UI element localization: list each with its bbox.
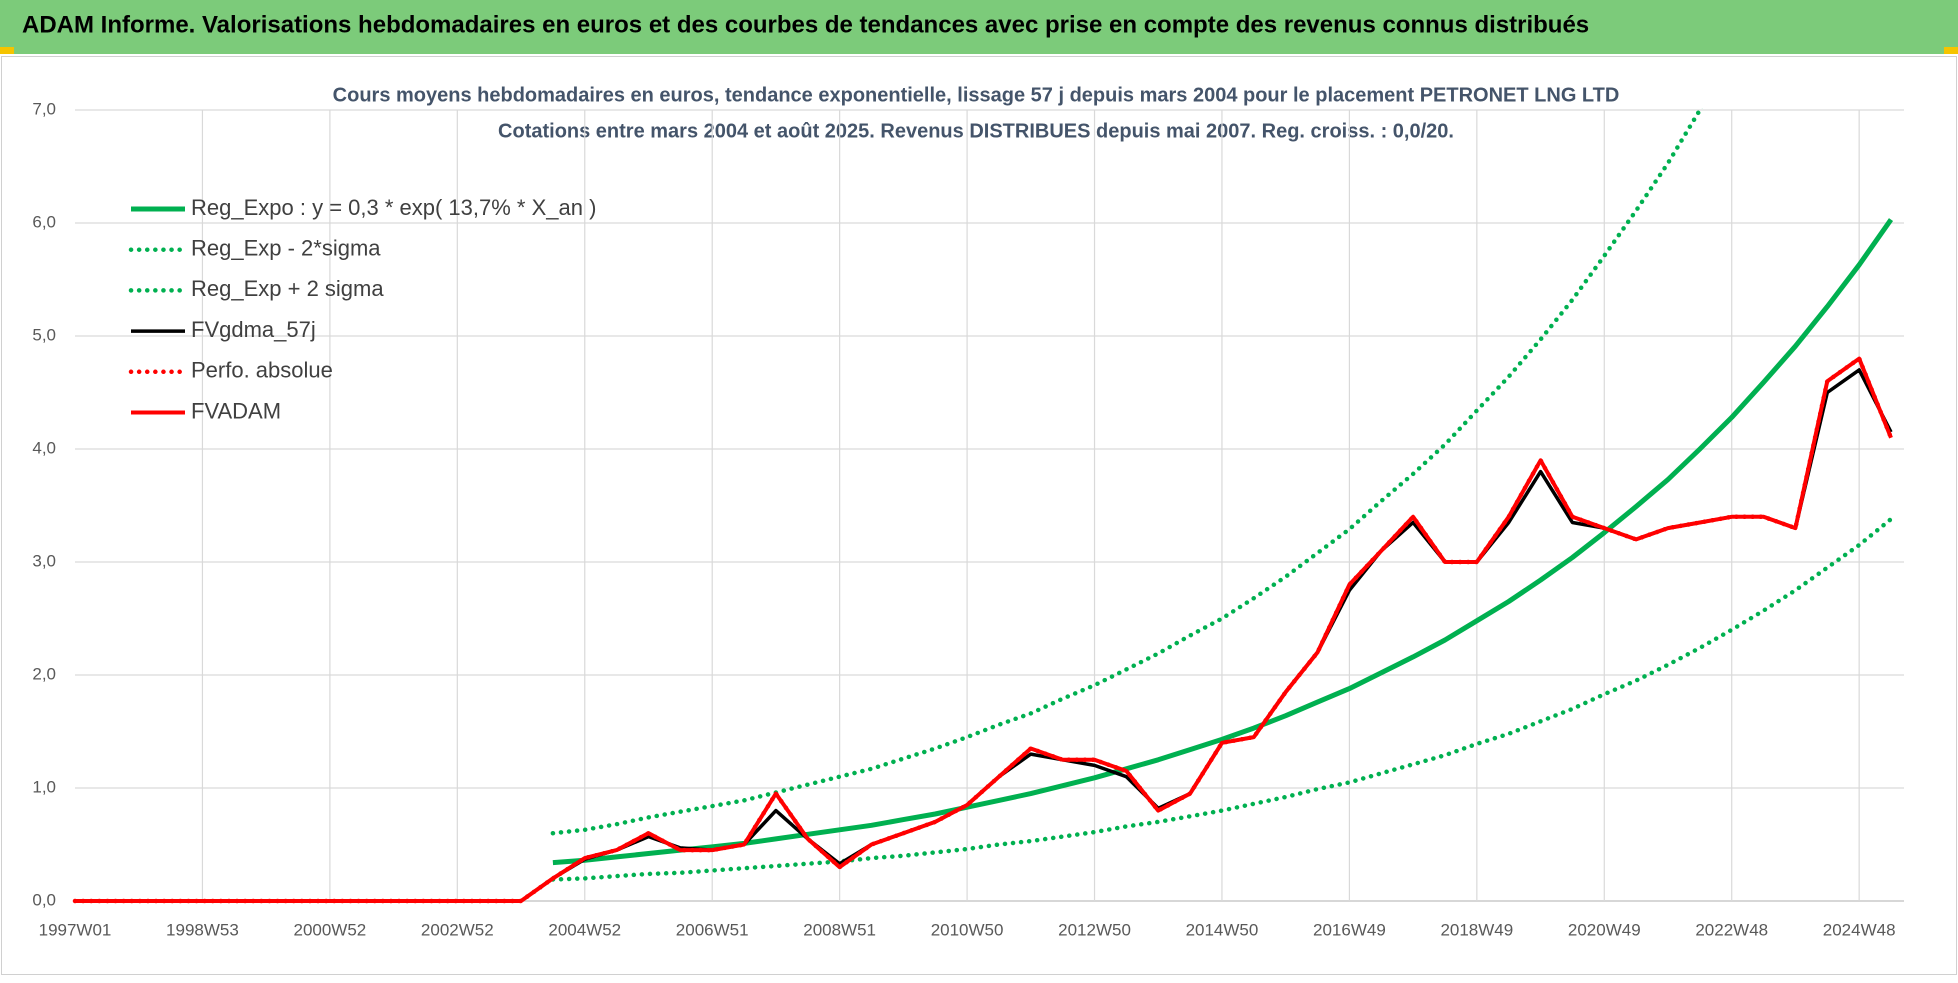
y-tick-label: 5,0 [32, 325, 56, 344]
x-tick-label: 2020W49 [1568, 920, 1641, 939]
x-tick-label: 2018W49 [1440, 920, 1513, 939]
x-tick-label: 2024W48 [1823, 920, 1896, 939]
x-tick-label: 2022W48 [1695, 920, 1768, 939]
legend-label: Reg_Expo : y = 0,3 * exp( 13,7% * X_an ) [191, 195, 596, 220]
x-tick-label: 2012W50 [1058, 920, 1131, 939]
chart-subtitle: Cotations entre mars 2004 et août 2025. … [498, 120, 1454, 142]
x-tick-label: 1997W01 [39, 920, 112, 939]
chart-title: Cours moyens hebdomadaires en euros, ten… [333, 84, 1620, 106]
y-tick-label: 1,0 [32, 777, 56, 796]
x-tick-label: 1998W53 [166, 920, 239, 939]
legend-label: FVgdma_57j [191, 317, 316, 342]
y-tick-label: 4,0 [32, 438, 56, 457]
x-tick-label: 2000W52 [293, 920, 366, 939]
header-title: ADAM Informe. Valorisations hebdomadaire… [22, 11, 1589, 38]
x-tick-label: 2008W51 [803, 920, 876, 939]
header-bar [0, 0, 1958, 54]
legend-label: Reg_Exp - 2*sigma [191, 236, 381, 261]
x-tick-label: 2010W50 [931, 920, 1004, 939]
x-tick-label: 2002W52 [421, 920, 494, 939]
x-tick-label: 2014W50 [1186, 920, 1259, 939]
corner-mark [0, 47, 14, 54]
y-tick-label: 2,0 [32, 664, 56, 683]
y-tick-label: 0,0 [32, 890, 56, 909]
title-backdrop [280, 82, 1680, 152]
legend-label: FVADAM [191, 398, 281, 423]
series-line [550, 516, 1894, 882]
series-line [552, 218, 1894, 866]
legend: Reg_Expo : y = 0,3 * exp( 13,7% * X_an )… [128, 195, 596, 423]
series-line [75, 356, 1893, 903]
y-tick-label: 3,0 [32, 551, 56, 570]
y-tick-label: 6,0 [32, 212, 56, 231]
chart-frame [1, 56, 1957, 975]
corner-mark [1944, 47, 1958, 54]
y-tick-label: 7,0 [32, 99, 56, 118]
legend-label: Perfo. absolue [191, 358, 333, 383]
x-tick-label: 2006W51 [676, 920, 749, 939]
plot-lines [72, 108, 1894, 904]
x-tick-label: 2004W52 [548, 920, 621, 939]
x-tick-label: 2016W49 [1313, 920, 1386, 939]
legend-label: Reg_Exp + 2 sigma [191, 276, 384, 301]
